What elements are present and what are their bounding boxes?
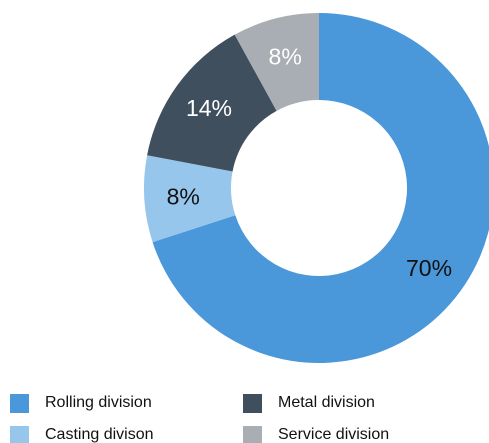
legend-label-rolling-division: Rolling division <box>45 394 152 411</box>
legend-swatch-rolling-division <box>10 393 29 413</box>
slice-label-service-division: 8% <box>269 43 302 69</box>
slice-rolling-division <box>152 13 489 363</box>
legend-label-metal-division: Metal division <box>278 394 375 411</box>
legend-item-casting-divison: Casting divison <box>10 424 154 443</box>
slice-service-division <box>234 13 319 111</box>
legend-swatch-service-division <box>243 425 262 443</box>
slice-casting-divison <box>144 155 236 243</box>
slice-label-metal-division: 14% <box>186 95 232 121</box>
legend-label-service-division: Service division <box>278 426 390 443</box>
slice-label-rolling-division: 70% <box>406 255 452 281</box>
legend-swatch-casting-divison <box>10 425 29 443</box>
legend-item-service-division: Service division <box>243 424 389 443</box>
legend-item-rolling-division: Rolling division <box>10 392 152 414</box>
legend-label-casting-divison: Casting divison <box>45 426 154 443</box>
legend-swatch-metal-division <box>243 393 262 413</box>
slice-metal-division <box>147 34 277 172</box>
slice-label-casting-divison: 8% <box>167 184 200 210</box>
legend-item-metal-division: Metal division <box>243 392 375 414</box>
